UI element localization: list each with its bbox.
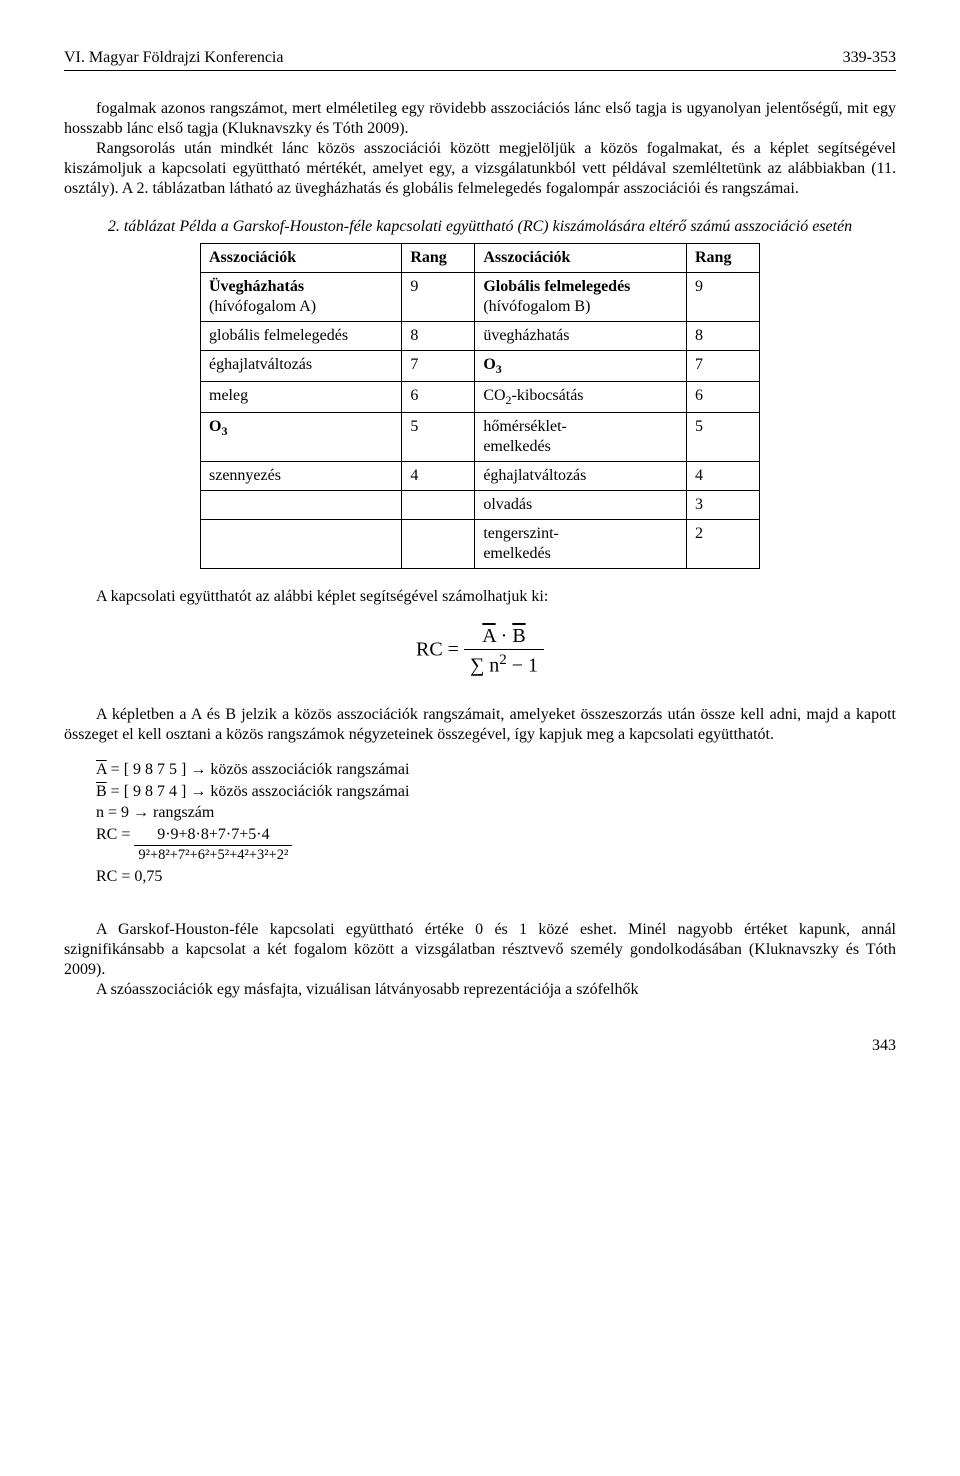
header-rule (64, 70, 896, 71)
formula-denominator: ∑ n2 − 1 (464, 650, 544, 677)
table-cell: 7 (687, 351, 760, 382)
paragraph-2: Rangsorolás után mindkét lánc közös assz… (64, 139, 896, 199)
formula-numerator: A · B (464, 625, 544, 650)
calc-line-a: A = [ 9 8 7 5 ] → közös asszociációk ran… (96, 759, 896, 781)
table-cell (201, 520, 402, 569)
rc-numerator: 9·9+8·8+7·7+5·4 (134, 824, 292, 847)
table-cell: 4 (687, 462, 760, 491)
table-cell: 8 (687, 322, 760, 351)
page-header: VI. Magyar Földrajzi Konferencia 339-353 (64, 48, 896, 68)
paragraph-1: fogalmak azonos rangszámot, mert elmélet… (64, 99, 896, 139)
paragraph-4: A képletben a A és B jelzik a közös assz… (64, 705, 896, 745)
table-cell: Üvegházhatás(hívófogalom A) (201, 273, 402, 322)
table-caption: 2. táblázat Példa a Garskof-Houston-féle… (64, 217, 896, 237)
table-cell: 9 (687, 273, 760, 322)
table-cell: 6 (402, 382, 475, 413)
association-table: Asszociációk Rang Asszociációk Rang Üveg… (200, 243, 760, 569)
rc-formula: RC = A · B ∑ n2 − 1 (64, 625, 896, 677)
table-cell: Globális felmelegedés(hívófogalom B) (475, 273, 687, 322)
table-row: meleg6CO2-kibocsátás6 (201, 382, 760, 413)
formula-fraction: A · B ∑ n2 − 1 (464, 625, 544, 677)
table-cell: O3 (201, 413, 402, 462)
table-cell: globális felmelegedés (201, 322, 402, 351)
table-cell: 4 (402, 462, 475, 491)
paragraph-3: A kapcsolati együtthatót az alábbi képle… (64, 587, 896, 607)
table-row: olvadás3 (201, 491, 760, 520)
table-cell: 8 (402, 322, 475, 351)
table-row: Üvegházhatás(hívófogalom A)9Globális fel… (201, 273, 760, 322)
table-cell: O3 (475, 351, 687, 382)
calc-line-b: B = [ 9 8 7 4 ] → közös asszociációk ran… (96, 781, 896, 803)
table-cell: 6 (687, 382, 760, 413)
th-rang-a: Rang (402, 244, 475, 273)
table-row: tengerszint-emelkedés2 (201, 520, 760, 569)
table-cell: CO2-kibocsátás (475, 382, 687, 413)
table-header-row: Asszociációk Rang Asszociációk Rang (201, 244, 760, 273)
th-assoc-b: Asszociációk (475, 244, 687, 273)
rc-denominator: 9²+8²+7²+6²+5²+4²+3²+2² (134, 846, 292, 866)
rc-label: RC = (96, 826, 130, 843)
table-cell: tengerszint-emelkedés (475, 520, 687, 569)
table-cell: 5 (687, 413, 760, 462)
table-cell: 9 (402, 273, 475, 322)
table-cell: olvadás (475, 491, 687, 520)
calculation-block: A = [ 9 8 7 5 ] → közös asszociációk ran… (96, 759, 896, 888)
calc-line-n: n = 9 → rangszám (96, 802, 896, 824)
table-cell: hőmérséklet-emelkedés (475, 413, 687, 462)
th-assoc-a: Asszociációk (201, 244, 402, 273)
paragraph-6: A szóasszociációk egy másfajta, vizuális… (64, 980, 896, 1000)
paragraph-5: A Garskof-Houston-féle kapcsolati együtt… (64, 920, 896, 980)
calc-line-rc-frac: RC = 9·9+8·8+7·7+5·4 9²+8²+7²+6²+5²+4²+3… (96, 824, 896, 866)
table-row: O35hőmérséklet-emelkedés5 (201, 413, 760, 462)
table-cell: éghajlatváltozás (201, 351, 402, 382)
table-cell: 2 (687, 520, 760, 569)
table-row: éghajlatváltozás7O37 (201, 351, 760, 382)
page-number: 343 (64, 1036, 896, 1056)
table-cell: 3 (687, 491, 760, 520)
header-right: 339-353 (843, 48, 896, 68)
th-rang-b: Rang (687, 244, 760, 273)
table-cell (402, 520, 475, 569)
header-left: VI. Magyar Földrajzi Konferencia (64, 48, 283, 68)
table-row: globális felmelegedés8üvegházhatás8 (201, 322, 760, 351)
table-cell (201, 491, 402, 520)
table-cell: szennyezés (201, 462, 402, 491)
table-row: szennyezés4éghajlatváltozás4 (201, 462, 760, 491)
table-cell: meleg (201, 382, 402, 413)
calc-line-result: RC = 0,75 (96, 866, 896, 888)
table-cell (402, 491, 475, 520)
table-cell: 7 (402, 351, 475, 382)
table-cell: éghajlatváltozás (475, 462, 687, 491)
formula-lhs: RC = (416, 639, 459, 661)
table-cell: 5 (402, 413, 475, 462)
table-cell: üvegházhatás (475, 322, 687, 351)
